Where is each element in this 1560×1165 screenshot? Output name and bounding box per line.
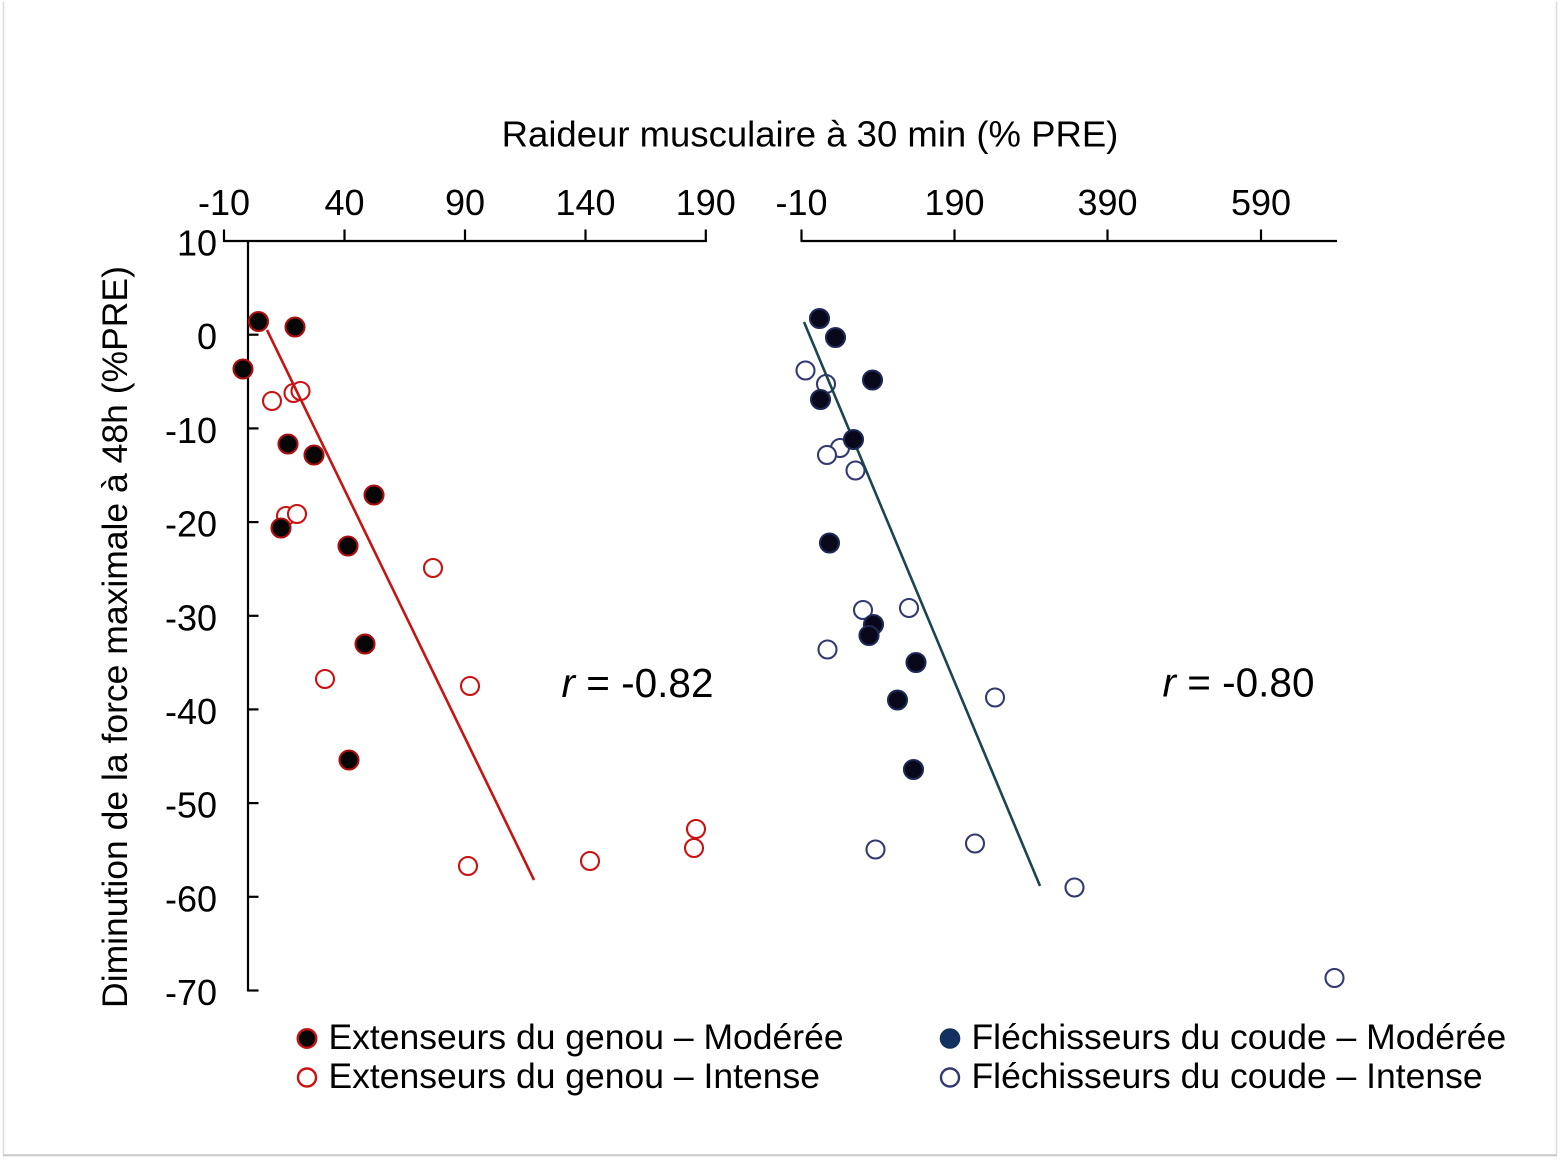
svg-text:90: 90 [445, 182, 485, 223]
svg-text:r = -0.80: r = -0.80 [1163, 660, 1315, 706]
svg-text:-70: -70 [165, 972, 217, 1013]
svg-text:-50: -50 [165, 785, 217, 826]
svg-text:-40: -40 [165, 691, 217, 732]
svg-text:Fléchisseurs du coude – Modéré: Fléchisseurs du coude – Modérée [972, 1017, 1507, 1057]
svg-text:Fléchisseurs du coude – Intens: Fléchisseurs du coude – Intense [972, 1056, 1483, 1096]
svg-text:Extenseurs du genou – Intense: Extenseurs du genou – Intense [329, 1056, 820, 1096]
svg-text:-60: -60 [165, 878, 217, 919]
svg-text:Diminution de la force maximal: Diminution de la force maximale à 48h (%… [95, 266, 135, 1008]
svg-text:0: 0 [197, 316, 217, 357]
svg-text:-10: -10 [775, 182, 827, 223]
svg-text:190: 190 [676, 182, 736, 223]
svg-text:-10: -10 [198, 182, 250, 223]
svg-text:190: 190 [924, 182, 984, 223]
svg-text:Raideur musculaire à 30 min (%: Raideur musculaire à 30 min (% PRE) [502, 114, 1119, 155]
svg-text:590: 590 [1231, 182, 1291, 223]
svg-text:140: 140 [555, 182, 615, 223]
svg-text:Extenseurs du genou – Modérée: Extenseurs du genou – Modérée [329, 1017, 844, 1057]
svg-text:-20: -20 [165, 504, 217, 545]
svg-text:-30: -30 [165, 597, 217, 638]
svg-text:r = -0.82: r = -0.82 [562, 660, 714, 706]
svg-text:-10: -10 [165, 410, 217, 451]
svg-text:390: 390 [1077, 182, 1137, 223]
svg-text:10: 10 [177, 223, 217, 264]
svg-text:40: 40 [324, 182, 364, 223]
